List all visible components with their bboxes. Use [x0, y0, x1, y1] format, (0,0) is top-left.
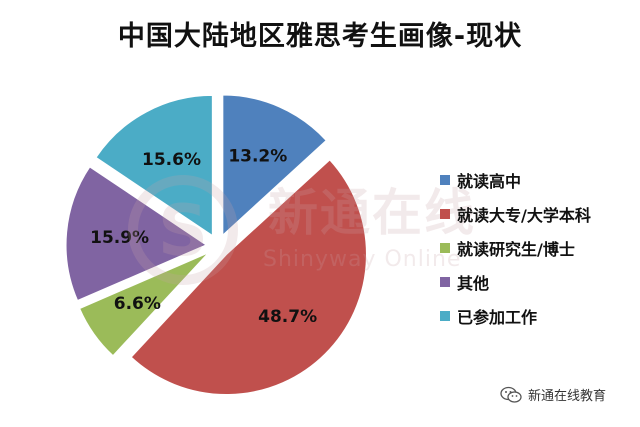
pie-slice-4: [95, 94, 213, 237]
pie-label-1: 48.7%: [258, 307, 317, 327]
legend-item-0: 就读高中: [440, 163, 591, 197]
legend-swatch: [440, 311, 450, 321]
legend-label: 就读高中: [457, 172, 522, 191]
legend-item-2: 就读研究生/博士: [440, 231, 591, 265]
pie-slice-2: [79, 252, 209, 357]
chart-title: 中国大陆地区雅思考生画像-现状: [117, 21, 523, 52]
wechat-icon: [500, 386, 522, 403]
legend-item-4: 已参加工作: [440, 299, 591, 333]
legend: 就读高中就读大专/大学本科 就读研究生/博士 其他已参加工作: [440, 163, 591, 333]
pie-label-4: 15.6%: [142, 150, 201, 170]
legend-label: 就读大专/大学本科: [457, 206, 591, 225]
legend-item-3: 其他: [440, 265, 591, 299]
legend-swatch: [440, 277, 450, 287]
legend-swatch: [440, 209, 450, 219]
pie-label-3: 15.9%: [90, 228, 149, 248]
legend-label: 其他: [457, 274, 490, 293]
legend-swatch: [440, 175, 450, 185]
legend-label: 已参加工作: [457, 308, 538, 327]
pie-label-2: 6.6%: [114, 294, 161, 314]
pie-slice-0: [222, 94, 327, 237]
legend-item-1: 就读大专/大学本科: [440, 197, 591, 231]
pie-slice-3: [65, 166, 208, 302]
footer-text: 新通在线教育: [528, 389, 607, 404]
legend-label: 就读研究生/博士: [457, 240, 575, 259]
footer: 新通在线教育: [500, 385, 606, 404]
pie-label-0: 13.2%: [228, 147, 287, 167]
pie-slice-1: [130, 159, 367, 395]
legend-swatch: [440, 243, 450, 253]
